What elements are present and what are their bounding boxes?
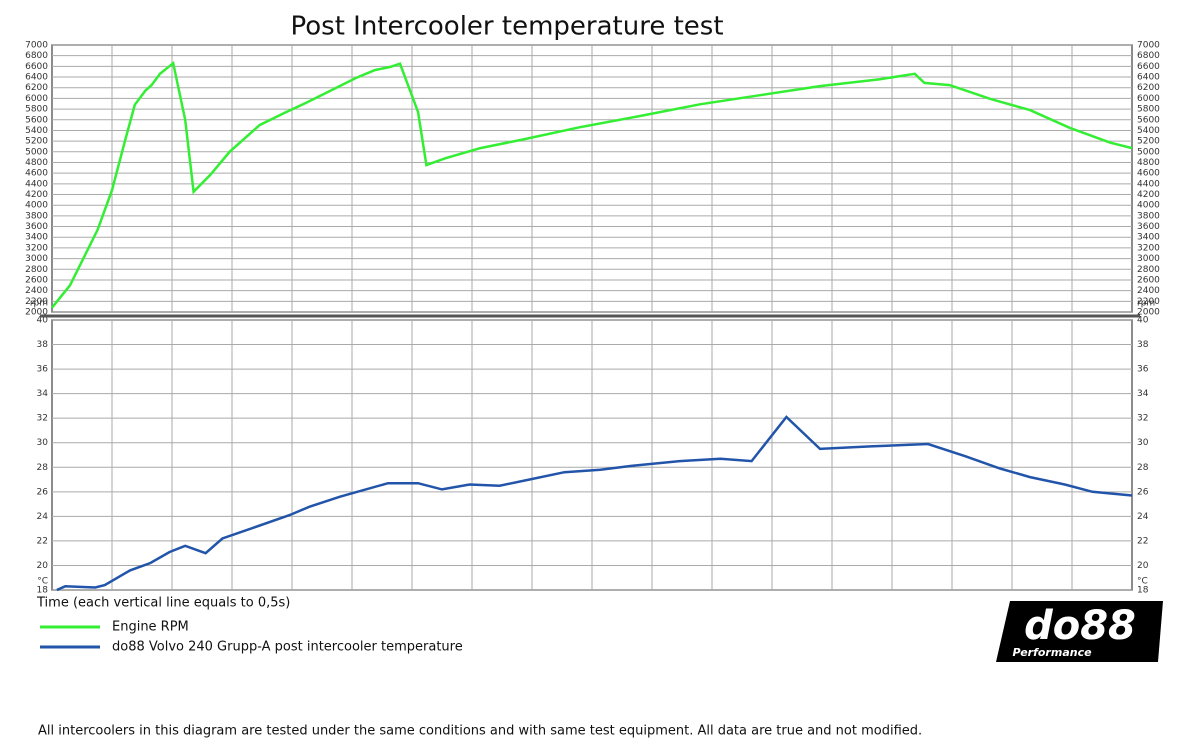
logo-brand: do88 — [1024, 603, 1136, 649]
y2-tick-label: 34 — [1137, 389, 1149, 399]
y2-tick-label: 4200 — [1137, 190, 1160, 200]
legend-label: do88 Volvo 240 Grupp-A post intercooler … — [112, 640, 463, 655]
y-tick-label: 22 — [37, 536, 48, 546]
y-tick-label: 34 — [37, 389, 49, 399]
y-tick-label: 2400 — [25, 286, 48, 296]
y-tick-label: 3000 — [25, 254, 48, 264]
y-tick-label: 4200 — [25, 190, 48, 200]
y2-tick-label: 3600 — [1137, 222, 1160, 232]
y-tick-label: 32 — [37, 414, 48, 424]
y2-tick-label: 2000 — [1137, 308, 1160, 318]
y2-tick-label: 4800 — [1137, 158, 1160, 168]
y2-tick-label: 4400 — [1137, 179, 1160, 189]
y-tick-label: 4600 — [25, 169, 48, 179]
y2-tick-label: 20 — [1137, 561, 1149, 571]
y2-tick-label: 5000 — [1137, 147, 1160, 157]
y2-unit: rpm — [1137, 299, 1155, 309]
y-tick-label: 5400 — [25, 126, 48, 136]
y2-tick-label: 6200 — [1137, 83, 1160, 93]
y-tick-label: 5200 — [25, 137, 48, 147]
y2-tick-label: 36 — [1137, 365, 1149, 375]
y-tick-label: 4000 — [25, 201, 48, 211]
y-tick-label: 28 — [37, 463, 49, 473]
y-tick-label: 3800 — [25, 211, 48, 221]
y-tick-label: 3400 — [25, 233, 48, 243]
y2-tick-label: 7000 — [1137, 41, 1160, 51]
y2-tick-label: 38 — [1137, 340, 1149, 350]
y-tick-label: 6000 — [25, 94, 48, 104]
y-tick-label: 3600 — [25, 222, 48, 232]
logo-background — [996, 601, 1163, 662]
y2-tick-label: 30 — [1137, 438, 1149, 448]
x-axis-label: Time (each vertical line equals to 0,5s) — [36, 596, 290, 611]
logo-tagline: Performance — [1012, 646, 1092, 659]
y2-tick-label: 2400 — [1137, 286, 1160, 296]
y-tick-label: 3200 — [25, 243, 48, 253]
y2-tick-label: 5600 — [1137, 115, 1160, 125]
y2-tick-label: 3400 — [1137, 233, 1160, 243]
y-unit: °C — [37, 577, 48, 587]
y2-tick-label: 28 — [1137, 463, 1149, 473]
y-tick-label: 4800 — [25, 158, 48, 168]
y2-tick-label: 5400 — [1137, 126, 1160, 136]
y-tick-label: 6200 — [25, 83, 48, 93]
footnote: All intercoolers in this diagram are tes… — [38, 724, 922, 739]
y2-tick-label: 3200 — [1137, 243, 1160, 253]
data-line — [51, 60, 1133, 309]
y-tick-label: 40 — [37, 316, 49, 326]
y2-tick-label: 22 — [1137, 536, 1148, 546]
y-tick-label: 36 — [37, 365, 49, 375]
y-tick-label: 2000 — [25, 308, 48, 318]
y-tick-label: 38 — [37, 340, 49, 350]
y2-tick-label: 3800 — [1137, 211, 1160, 221]
y2-tick-label: 26 — [1137, 487, 1149, 497]
y-tick-label: 20 — [37, 561, 49, 571]
y2-tick-label: 32 — [1137, 414, 1148, 424]
y-tick-label: 5000 — [25, 147, 48, 157]
y-tick-label: 24 — [37, 512, 49, 522]
y-tick-label: 18 — [37, 586, 49, 596]
y2-tick-label: 2200 — [1137, 297, 1160, 307]
y-tick-label: 5600 — [25, 115, 48, 125]
y2-tick-label: 4000 — [1137, 201, 1160, 211]
logo: do88 Performance — [996, 601, 1163, 662]
y-tick-label: 6600 — [25, 62, 48, 72]
legend-label: Engine RPM — [112, 620, 189, 635]
data-line — [56, 415, 1133, 592]
y2-tick-label: 3000 — [1137, 254, 1160, 264]
y-tick-label: 2200 — [25, 297, 48, 307]
y2-tick-label: 4600 — [1137, 169, 1160, 179]
y-tick-label: 26 — [37, 487, 49, 497]
y2-tick-label: 6800 — [1137, 51, 1160, 61]
y2-tick-label: 2600 — [1137, 275, 1160, 285]
y2-tick-label: 40 — [1137, 316, 1149, 326]
y-tick-label: 6800 — [25, 51, 48, 61]
y2-tick-label: 24 — [1137, 512, 1149, 522]
y-tick-label: 6400 — [25, 73, 48, 83]
y-tick-label: 7000 — [25, 41, 48, 51]
y2-tick-label: 5200 — [1137, 137, 1160, 147]
y-tick-label: 4400 — [25, 179, 48, 189]
chart-title: Post Intercooler temperature test — [290, 12, 723, 42]
y-tick-label: 2800 — [25, 265, 48, 275]
y2-tick-label: 5800 — [1137, 105, 1160, 115]
y-tick-label: 2600 — [25, 275, 48, 285]
y-unit: rpm — [30, 299, 48, 309]
y2-tick-label: 2800 — [1137, 265, 1160, 275]
y2-tick-label: 6000 — [1137, 94, 1160, 104]
y-tick-label: 5800 — [25, 105, 48, 115]
y2-tick-label: 18 — [1137, 586, 1149, 596]
y2-tick-label: 6600 — [1137, 62, 1160, 72]
y2-tick-label: 6400 — [1137, 73, 1160, 83]
y-tick-label: 30 — [37, 438, 49, 448]
y2-unit: °C — [1137, 577, 1148, 587]
